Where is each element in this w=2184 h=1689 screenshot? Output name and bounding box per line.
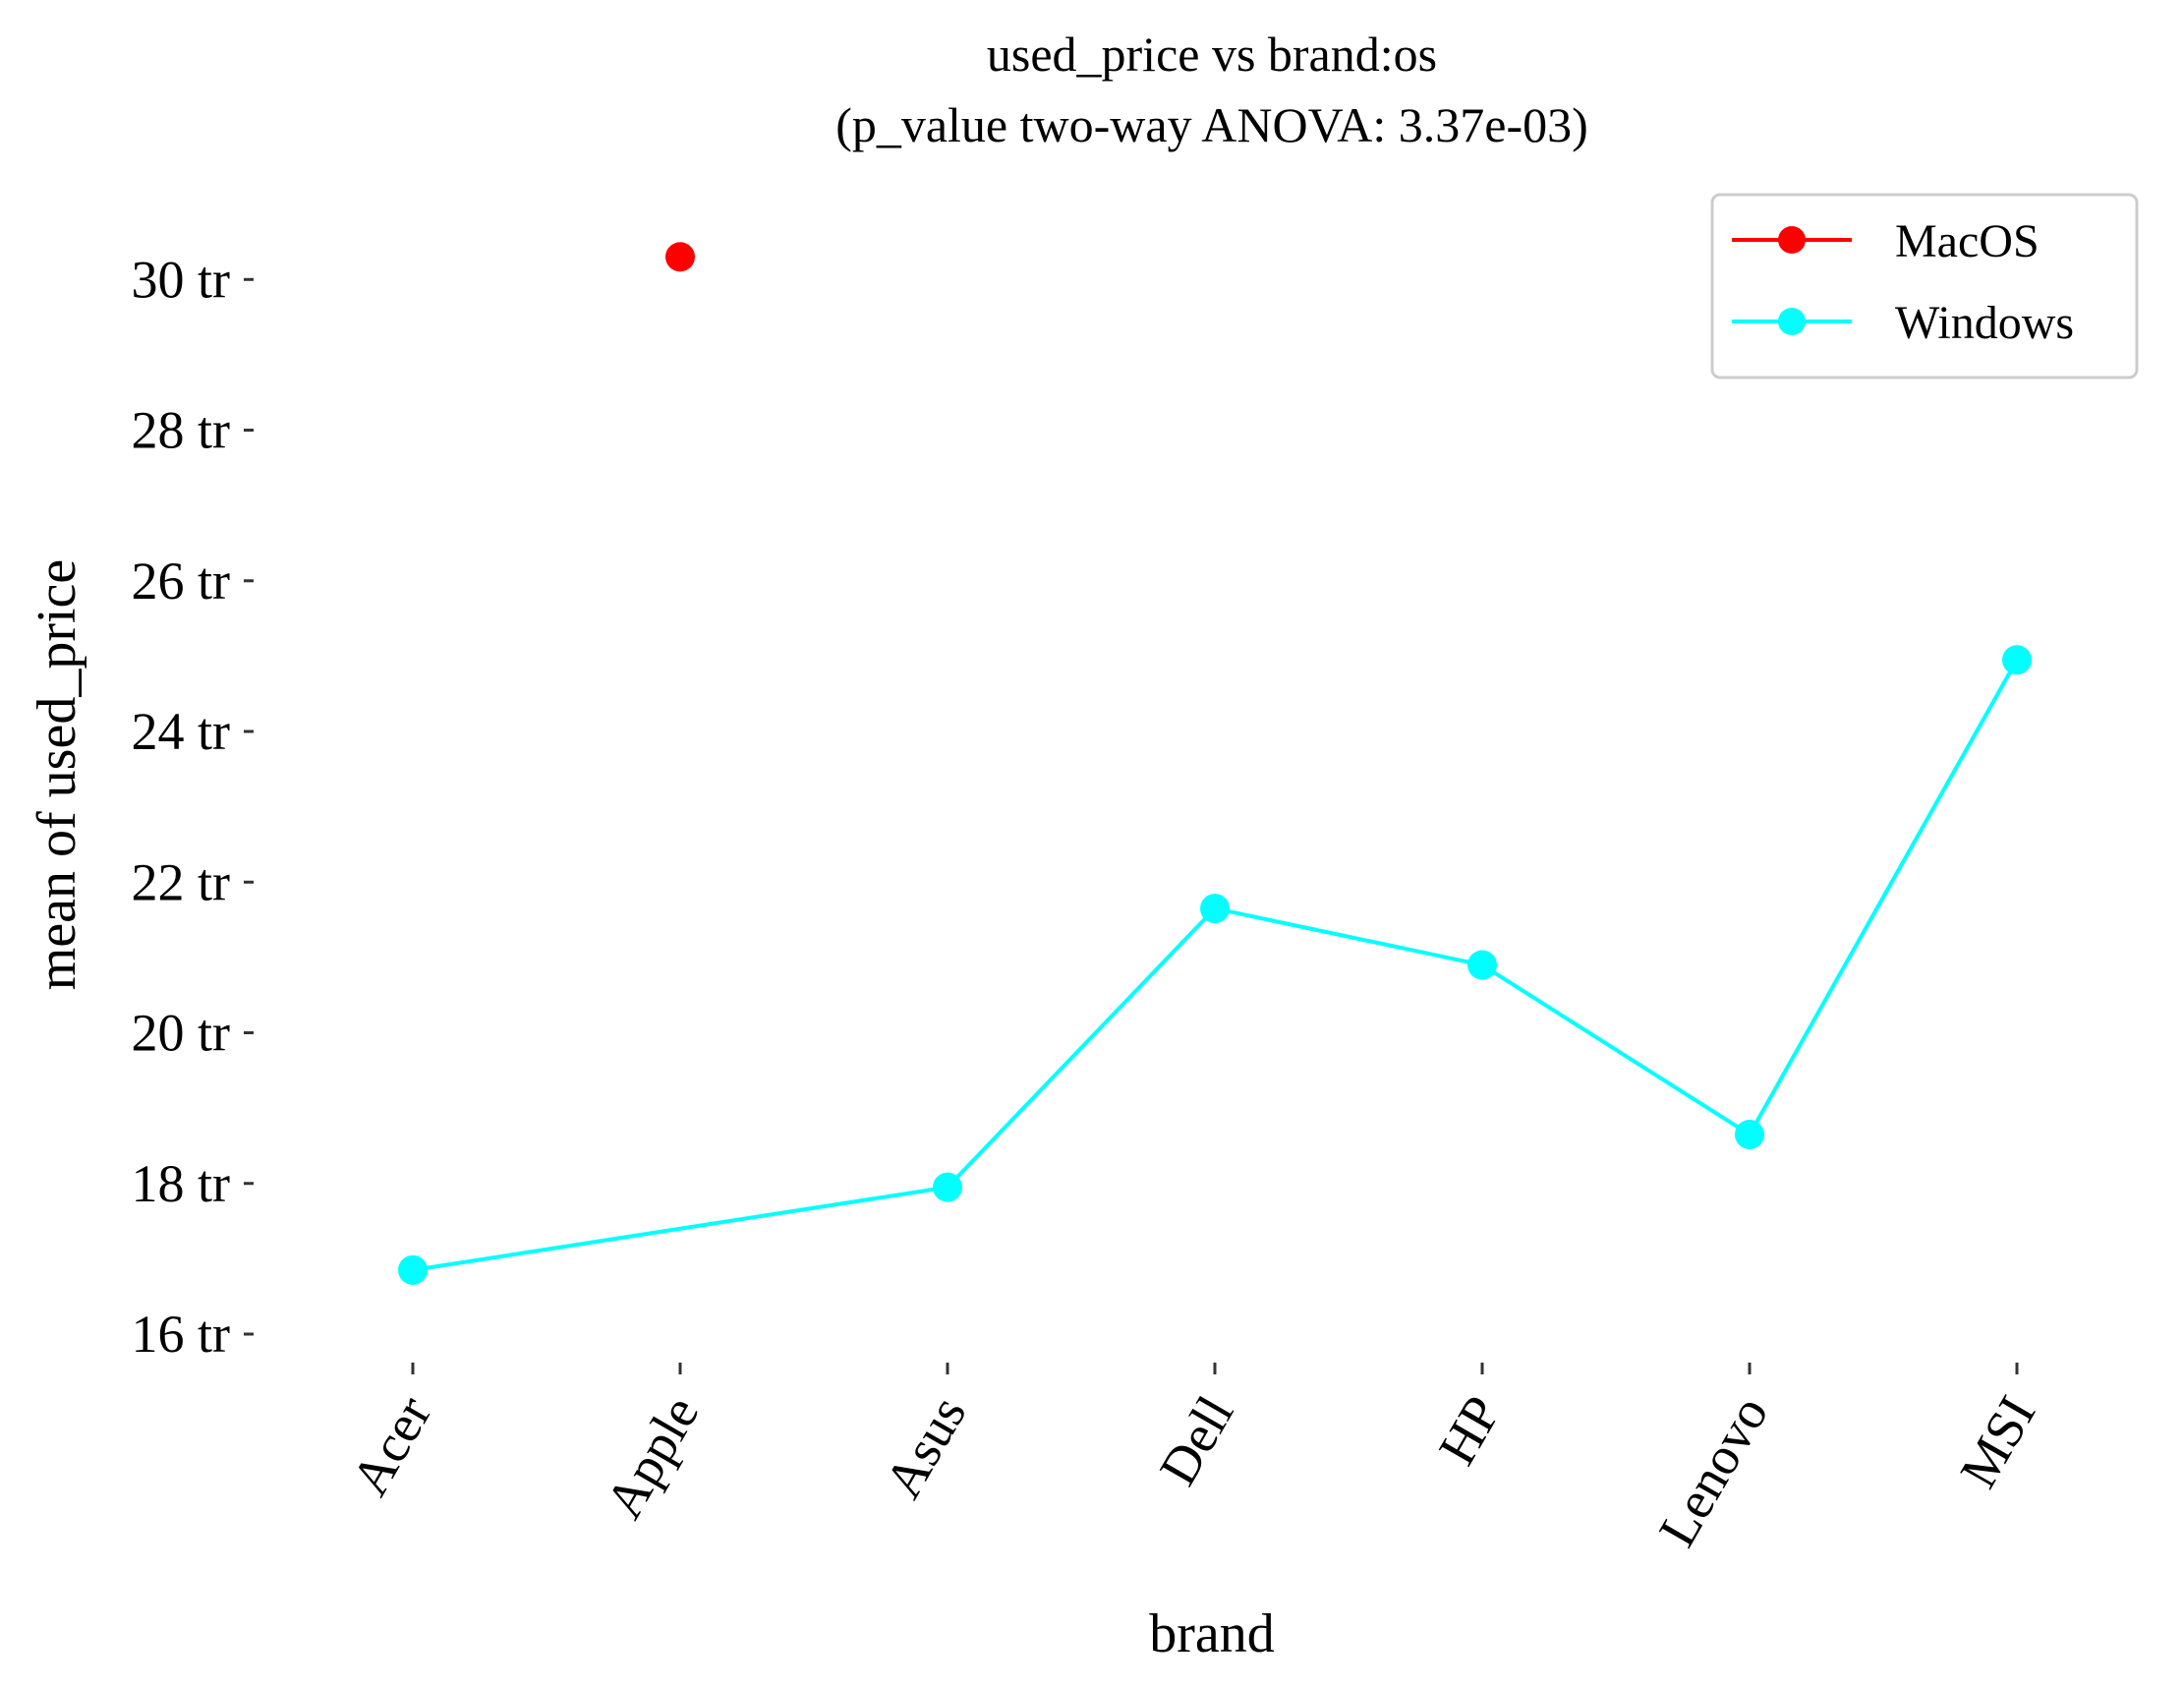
- legend-marker-windows: [1778, 308, 1806, 335]
- data-point-windows: [398, 1254, 428, 1285]
- y-axis-ticks: 16 tr 18 tr 20 tr 22 tr 24 tr 26 tr 28 tr 30 tr: [132, 250, 254, 1364]
- legend: MacOS Windows: [1710, 193, 2139, 379]
- legend-marker-macos: [1778, 226, 1806, 254]
- chart-title: used_price vs brand:os: [987, 27, 1437, 82]
- chart-subtitle: (p_value two-way ANOVA: 3.37e-03): [835, 97, 1588, 152]
- legend-label-windows: Windows: [1895, 297, 2074, 349]
- y-axis-label: mean of used_price: [27, 559, 87, 990]
- series-line-windows: [412, 659, 2019, 1272]
- y-tick-label: 18 tr: [132, 1154, 231, 1213]
- data-point-windows: [2002, 645, 2032, 675]
- data-point-windows: [1735, 1119, 1764, 1149]
- legend-label-macos: MacOS: [1895, 215, 2040, 267]
- y-tick-label: 16 tr: [132, 1305, 231, 1364]
- x-axis-label: brand: [1149, 1603, 1275, 1664]
- series-layer: [398, 242, 2032, 1285]
- y-tick-label: 24 tr: [132, 702, 231, 761]
- data-point-windows: [1467, 950, 1497, 980]
- data-point-macos: [665, 242, 695, 272]
- y-tick-label: 26 tr: [132, 552, 231, 611]
- y-tick-label: 22 tr: [132, 852, 231, 911]
- y-tick-label: 20 tr: [132, 1004, 231, 1063]
- y-tick-label: 28 tr: [132, 401, 231, 460]
- y-tick-label: 30 tr: [132, 250, 231, 309]
- data-point-windows: [933, 1172, 962, 1202]
- data-point-windows: [1200, 894, 1230, 924]
